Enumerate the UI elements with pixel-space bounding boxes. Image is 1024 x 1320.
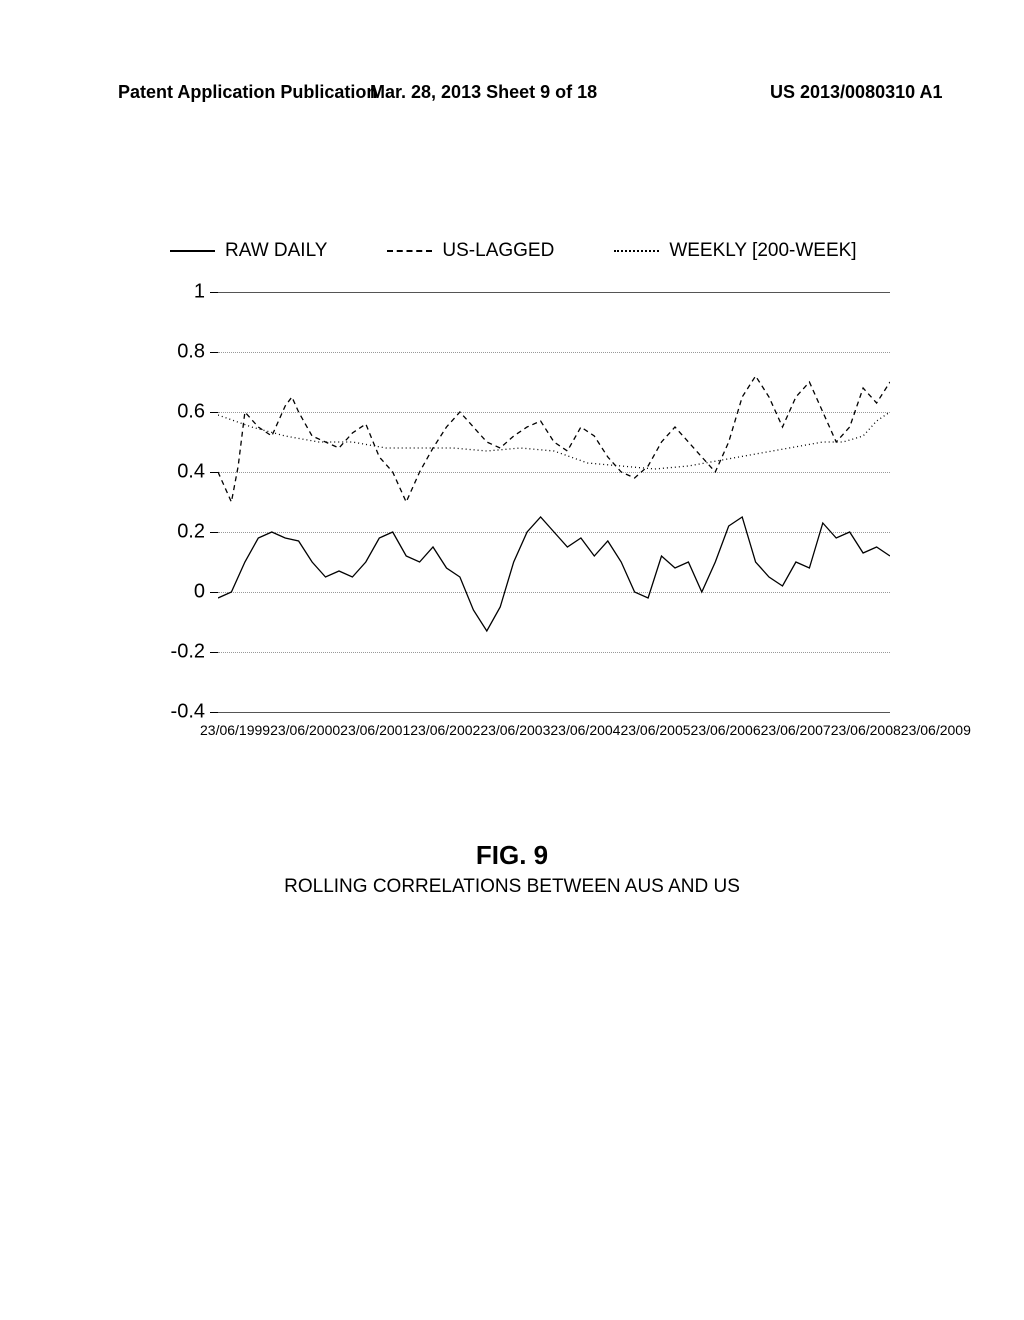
legend-item-weekly: WEEKLY [200-WEEK]: [614, 240, 856, 262]
x-axis-label: 23/06/2001: [340, 722, 410, 738]
figure-number: FIG. 9: [0, 840, 1024, 871]
y-tick: [210, 352, 218, 353]
grid-line: [218, 712, 890, 713]
legend-item-raw: RAW DAILY: [170, 240, 327, 262]
y-axis-label: -0.4: [171, 701, 205, 724]
x-axis-label: 23/06/2005: [620, 722, 690, 738]
chart-legend: RAW DAILY US-LAGGED WEEKLY [200-WEEK]: [170, 240, 890, 262]
figure-title: ROLLING CORRELATIONS BETWEEN AUS AND US: [0, 876, 1024, 898]
y-axis-label: 0: [194, 581, 205, 604]
x-axis-label: 23/06/2003: [480, 722, 550, 738]
y-tick: [210, 712, 218, 713]
header-center: Mar. 28, 2013 Sheet 9 of 18: [370, 82, 597, 103]
y-axis-label: 0.4: [177, 461, 205, 484]
y-axis-label: 0.8: [177, 341, 205, 364]
y-axis-label: -0.2: [171, 641, 205, 664]
x-axis-label: 23/06/2004: [550, 722, 620, 738]
legend-label: WEEKLY [200-WEEK]: [669, 240, 856, 262]
legend-label: US-LAGGED: [442, 240, 554, 262]
y-tick: [210, 412, 218, 413]
x-axis-label: 23/06/2002: [410, 722, 480, 738]
y-tick: [210, 652, 218, 653]
x-axis-labels: 23/06/199923/06/200023/06/200123/06/2002…: [200, 722, 910, 738]
plot-svg: [218, 292, 890, 712]
y-tick: [210, 472, 218, 473]
legend-solid-icon: [170, 250, 215, 252]
y-axis-label: 1: [194, 281, 205, 304]
x-axis-label: 23/06/1999: [200, 722, 270, 738]
x-axis-label: 23/06/2007: [761, 722, 831, 738]
header-right: US 2013/0080310 A1: [770, 82, 942, 103]
header-left: Patent Application Publication: [118, 82, 377, 103]
legend-label: RAW DAILY: [225, 240, 327, 262]
y-tick: [210, 292, 218, 293]
legend-dotted-icon: [614, 250, 659, 252]
chart-container: RAW DAILY US-LAGGED WEEKLY [200-WEEK] 1 0…: [170, 240, 890, 712]
figure-caption: FIG. 9 ROLLING CORRELATIONS BETWEEN AUS …: [0, 840, 1024, 898]
y-tick: [210, 592, 218, 593]
legend-dashed-icon: [387, 250, 432, 252]
x-axis-label: 23/06/2008: [831, 722, 901, 738]
x-axis-label: 23/06/2006: [691, 722, 761, 738]
y-axis-label: 0.2: [177, 521, 205, 544]
y-tick: [210, 532, 218, 533]
x-axis-label: 23/06/2009: [901, 722, 971, 738]
legend-item-lagged: US-LAGGED: [387, 240, 554, 262]
line-chart: 10.80.60.40.20-0.2-0.423/06/199923/06/20…: [170, 292, 890, 712]
y-axis-label: 0.6: [177, 401, 205, 424]
x-axis-label: 23/06/2000: [270, 722, 340, 738]
